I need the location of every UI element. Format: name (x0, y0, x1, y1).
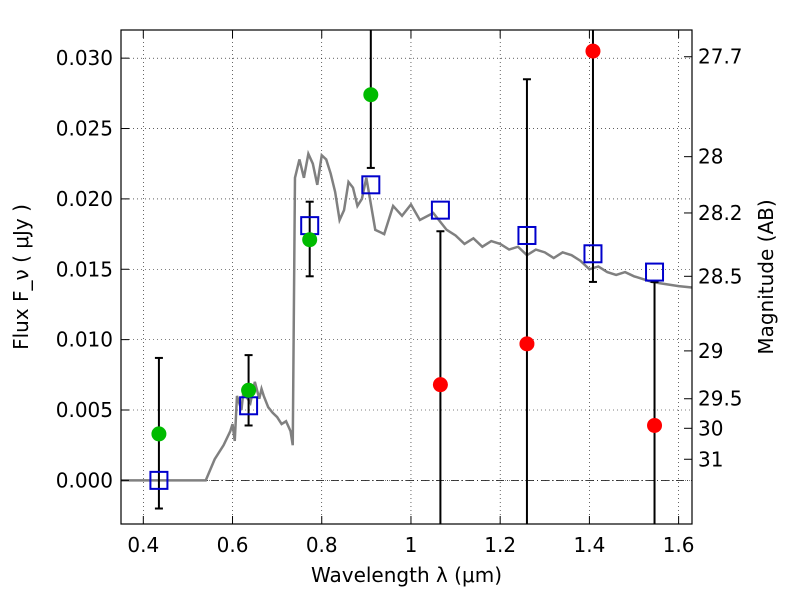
y-tick-label: 0.005 (56, 398, 113, 422)
x-axis-label: Wavelength λ (μm) (311, 563, 502, 587)
y-tick-label: 0.025 (56, 117, 113, 141)
grid-lines (121, 30, 692, 524)
x-tick-label: 0.4 (127, 533, 159, 557)
model-photometry-marker (430, 200, 450, 220)
model-spectrum-line (121, 149, 693, 482)
right-tick-label: 29 (698, 339, 723, 363)
x-tick-label: 0.8 (306, 533, 338, 557)
right-tick-label: 28.5 (698, 264, 743, 288)
observed-flux-marker (363, 87, 379, 103)
y-tick-label: 0.000 (56, 468, 113, 492)
data-markers (149, 43, 665, 490)
y-tick-label: 0.015 (56, 257, 113, 281)
model-photometry-marker (517, 225, 537, 245)
model-photometry-marker (361, 175, 381, 195)
y-axis-label: Flux F_ν ( μJy ) (9, 204, 33, 350)
observed-flux-marker (151, 426, 167, 442)
x-tick-label: 1.2 (484, 533, 516, 557)
plot-frame (120, 29, 693, 525)
y-tick-label: 0.030 (56, 46, 113, 70)
model-photometry-marker (645, 262, 665, 282)
model-photometry-marker (149, 470, 169, 490)
observed-flux-marker (519, 336, 535, 352)
model-photometry-marker (583, 244, 603, 264)
right-axis-label: Magnitude (AB) (754, 199, 778, 354)
y-tick-label: 0.020 (56, 187, 113, 211)
observed-flux-marker (585, 43, 601, 59)
right-tick-label: 29.5 (698, 387, 743, 411)
right-tick-label: 31 (698, 447, 723, 471)
observed-flux-marker (241, 382, 257, 398)
x-tick-label: 1.4 (573, 533, 605, 557)
error-bars (154, 30, 659, 524)
observed-flux-marker (647, 417, 663, 433)
x-tick-label: 1 (405, 533, 418, 557)
right-tick-label: 30 (698, 416, 723, 440)
right-tick-label: 27.7 (698, 45, 743, 69)
x-tick-label: 0.6 (217, 533, 249, 557)
right-tick-label: 28.2 (698, 201, 743, 225)
observed-flux-marker (302, 232, 318, 248)
observed-flux-marker (432, 377, 448, 393)
x-tick-label: 1.6 (663, 533, 695, 557)
y-tick-label: 0.010 (56, 328, 113, 352)
right-tick-label: 28 (698, 145, 723, 169)
axis-ticks: 0.4 0.6 0.8 1 1.2 1.4 1.6 0.000 0.005 0.010 0.015 0… (56, 30, 743, 557)
